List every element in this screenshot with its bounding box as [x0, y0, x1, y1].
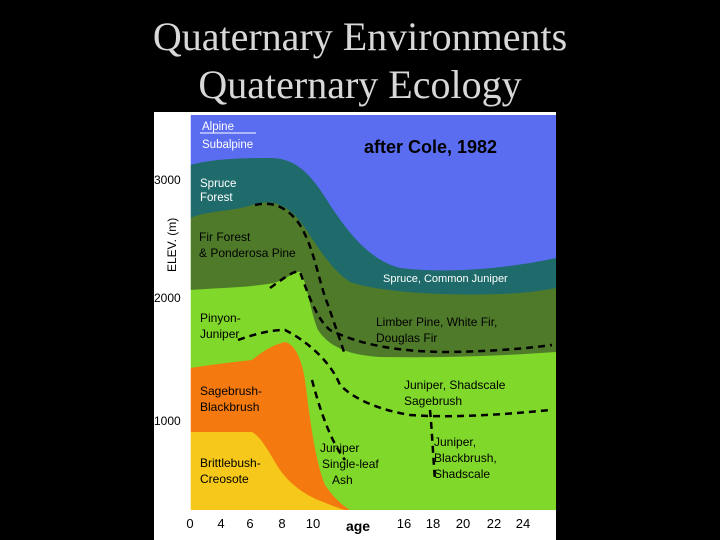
x-tick-0: 0	[186, 516, 193, 531]
label-brittle-2: Creosote	[200, 472, 249, 486]
boundary-dash-5	[428, 409, 437, 481]
label-spruce-2: Forest	[200, 192, 233, 204]
label-jun-black-1: Juniper,	[434, 435, 476, 449]
x-tick-10: 10	[306, 516, 320, 531]
label-fir-1: Fir Forest	[199, 230, 251, 244]
label-limber-1: Limber Pine, White Fir,	[376, 315, 497, 329]
label-spruce-juniper: Spruce, Common Juniper	[383, 273, 508, 285]
label-pinyon-1: Pinyon-	[200, 311, 241, 325]
x-tick-6: 6	[246, 516, 253, 531]
y-tick-1000: 1000	[154, 414, 181, 428]
label-sage-1: Sagebrush-	[200, 384, 262, 398]
boundary-dash-1	[254, 202, 347, 356]
boundary-dash-3	[237, 328, 551, 418]
label-jun-black-2: Blackbrush,	[434, 451, 497, 465]
x-tick-20: 20	[456, 516, 470, 531]
label-alpine: Alpine	[202, 121, 234, 133]
x-tick-24: 24	[516, 516, 530, 531]
x-tick-22: 22	[487, 516, 501, 531]
boundary-dash-2	[269, 270, 553, 354]
citation: after Cole, 1982	[364, 137, 497, 157]
label-brittle-1: Brittlebush-	[200, 456, 261, 470]
label-jun-ash-2: Single-leaf	[322, 457, 379, 471]
x-tick-16: 16	[397, 516, 411, 531]
label-jun-black-3: Shadscale	[434, 467, 490, 481]
x-tick-18: 18	[426, 516, 440, 531]
label-fir-2: & Ponderosa Pine	[199, 246, 296, 260]
zone-brittlebush-creosote	[190, 432, 345, 510]
label-sage-2: Blackbrush	[200, 400, 259, 414]
label-subalpine: Subalpine	[202, 139, 253, 151]
label-limber-2: Douglas Fir	[376, 331, 437, 345]
x-tick-8: 8	[278, 516, 285, 531]
x-tick-marks	[189, 512, 553, 516]
label-shad-2: Sagebrush	[404, 394, 462, 408]
x-axis-label: age	[346, 518, 370, 534]
x-tick-4: 4	[217, 516, 224, 531]
label-spruce-1: Spruce	[200, 178, 236, 190]
y-tick-marks	[186, 119, 190, 481]
y-axis-label: ELEV. (m)	[165, 218, 179, 272]
slide-title-line1: Quaternary Environments	[152, 14, 568, 59]
label-jun-ash-1: Juniper	[320, 441, 359, 455]
y-tick-2000: 2000	[154, 291, 181, 305]
slide-title-line2: Quaternary Ecology	[198, 62, 522, 107]
y-tick-3000: 3000	[154, 173, 181, 187]
label-jun-ash-3: Ash	[332, 473, 353, 487]
label-shad-1: Juniper, Shadscale	[404, 378, 506, 392]
label-pinyon-2: Juniper	[200, 327, 239, 341]
